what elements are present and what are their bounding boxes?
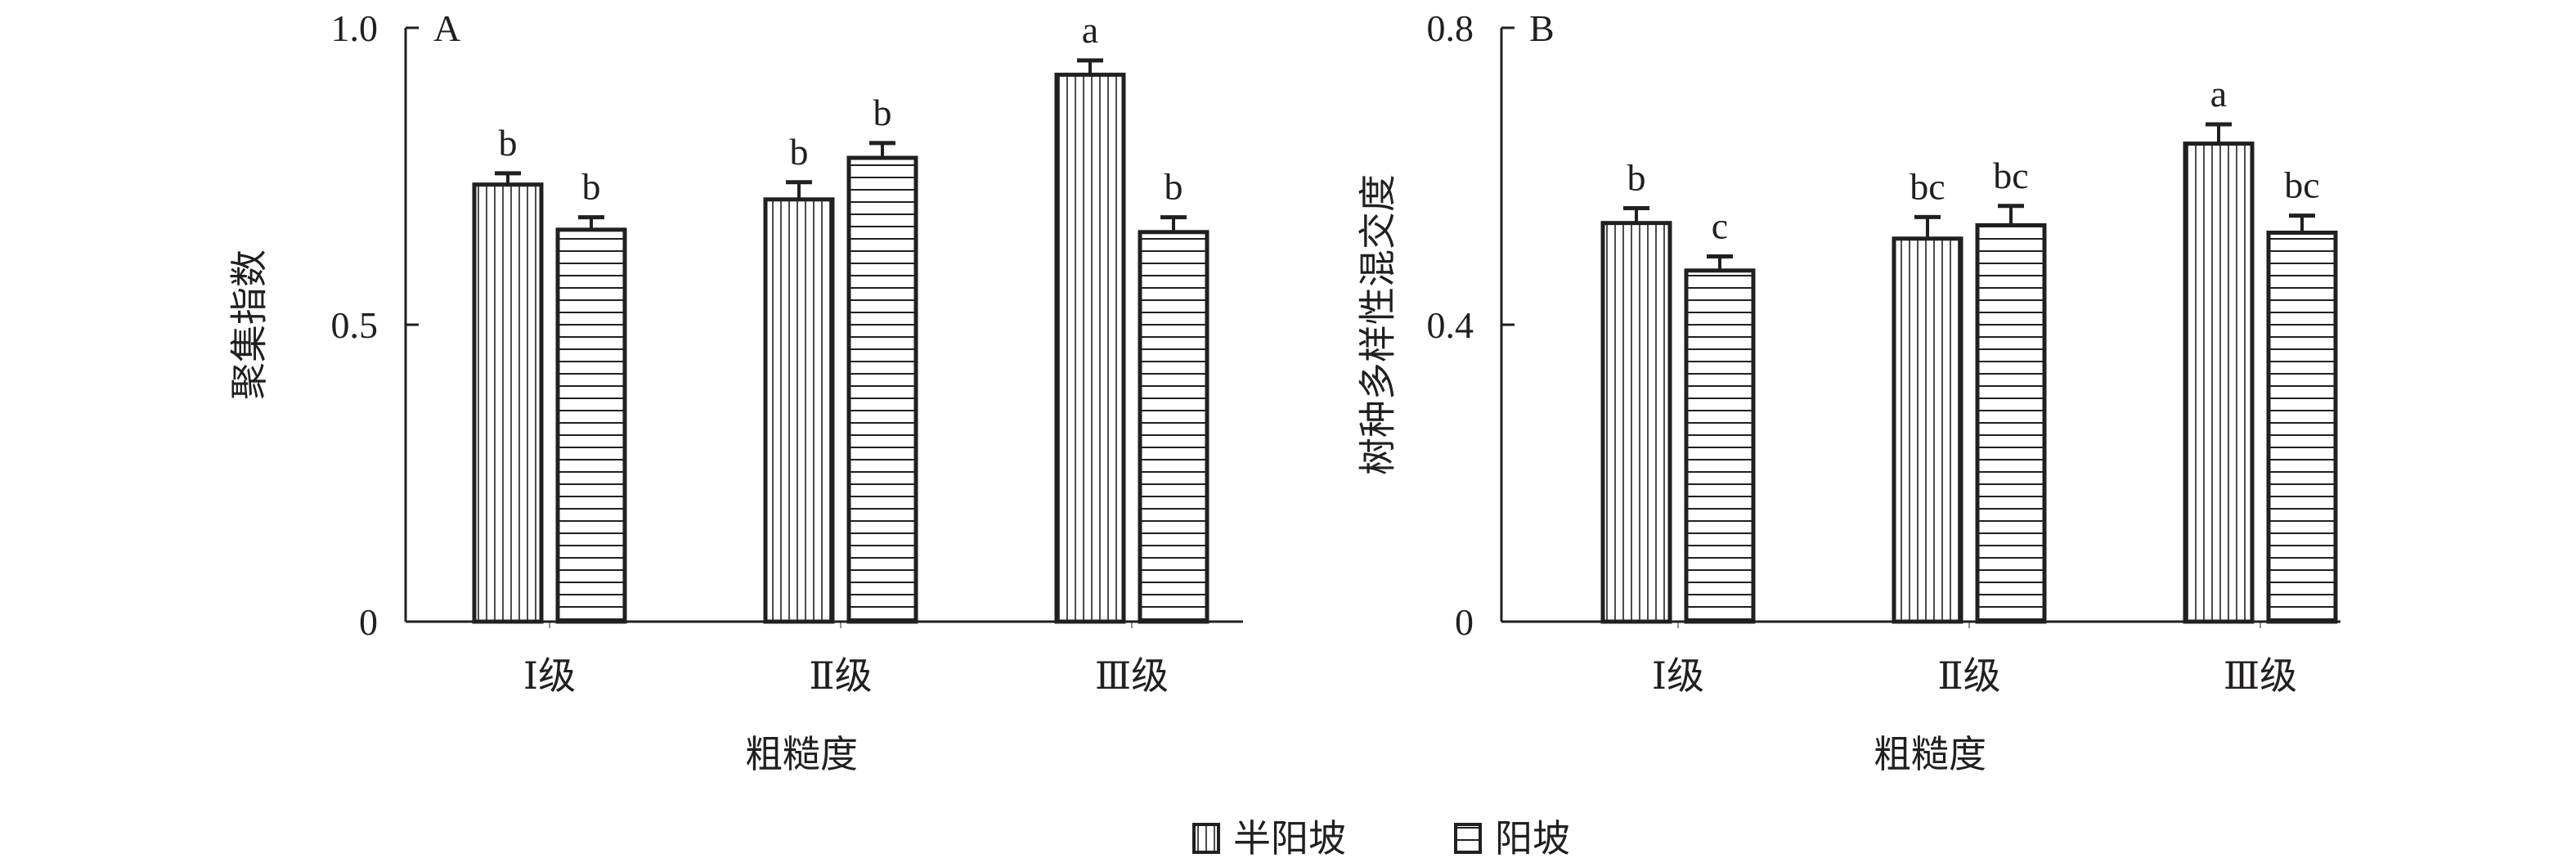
significance-letter: bc	[2284, 164, 2319, 206]
x-axis-label: 粗糙度	[745, 734, 858, 775]
significance-letter: a	[2210, 73, 2227, 115]
bar-horizontal	[2266, 230, 2338, 624]
significance-letter: bc	[1910, 165, 1945, 207]
x-tick-label: Ⅰ级	[1652, 655, 1704, 697]
legend-swatch-vertical	[1192, 823, 1220, 854]
y-axis-label: 聚集指数	[229, 249, 271, 400]
y-tick-label: 0.8	[1427, 7, 1474, 49]
y-axis-label: 树种多样性混交度	[1358, 174, 1399, 475]
panel-label: B	[1529, 7, 1555, 49]
significance-letter: b	[499, 122, 518, 164]
y-tick-label: 0.5	[331, 304, 379, 346]
significance-letter: bc	[1993, 155, 2028, 196]
bar-vertical	[1892, 236, 1963, 624]
significance-letter: b	[1627, 157, 1646, 199]
bar-vertical	[472, 182, 544, 624]
bar-horizontal	[1684, 268, 1756, 624]
y-tick-label: 0	[359, 601, 378, 643]
significance-letter: b	[873, 92, 892, 133]
significance-letter: b	[582, 166, 601, 208]
significance-letter: b	[790, 131, 809, 173]
legend-label: 半阳坡	[1233, 818, 1346, 860]
significance-letter: b	[1165, 166, 1183, 208]
bar-vertical	[1054, 72, 1126, 624]
x-axis-label: 粗糙度	[1874, 734, 1986, 775]
bar-horizontal	[1138, 230, 1209, 624]
x-tick-label: Ⅲ级	[1095, 655, 1169, 697]
x-tick-label: Ⅲ级	[2224, 655, 2297, 697]
legend-item-vertical: 半阳坡	[1192, 818, 1346, 860]
bar-horizontal	[1975, 222, 2047, 624]
significance-letter: c	[1712, 205, 1728, 247]
panel-label: A	[433, 7, 460, 49]
y-tick-label: 0.4	[1427, 304, 1474, 346]
bar-vertical	[2183, 142, 2255, 624]
x-tick-label: Ⅱ级	[809, 655, 872, 697]
bar-horizontal	[846, 155, 918, 624]
legend-swatch-horizontal	[1454, 823, 1482, 854]
y-tick-label: 1.0	[331, 7, 379, 49]
legend: 半阳坡 阳坡	[1192, 818, 1570, 860]
y-tick-label: 0	[1455, 601, 1474, 643]
x-tick-label: Ⅱ级	[1937, 655, 2000, 697]
bar-vertical	[1600, 221, 1672, 624]
x-tick-label: Ⅰ级	[523, 655, 576, 697]
bar-vertical	[763, 197, 835, 624]
legend-item-horizontal: 阳坡	[1454, 818, 1570, 860]
significance-letter: a	[1082, 9, 1098, 51]
legend-label: 阳坡	[1495, 818, 1570, 860]
bar-horizontal	[555, 227, 627, 624]
